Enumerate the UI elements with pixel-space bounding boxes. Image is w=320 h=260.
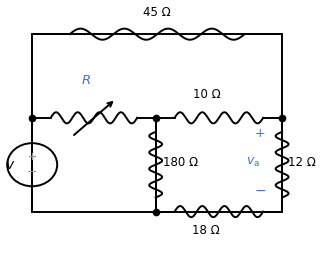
Text: 18 Ω: 18 Ω: [192, 224, 220, 237]
Text: R: R: [82, 74, 91, 87]
Text: 180 Ω: 180 Ω: [163, 156, 198, 169]
Text: 12 Ω: 12 Ω: [288, 156, 316, 169]
Text: +: +: [255, 127, 265, 140]
Text: $v_{\mathrm{a}}$: $v_{\mathrm{a}}$: [246, 156, 260, 169]
Text: −: −: [27, 166, 37, 179]
Text: 45 Ω: 45 Ω: [143, 6, 171, 19]
Text: +: +: [28, 152, 37, 161]
Text: −: −: [254, 184, 266, 198]
Text: v: v: [6, 158, 14, 172]
Text: 10 Ω: 10 Ω: [193, 88, 221, 101]
